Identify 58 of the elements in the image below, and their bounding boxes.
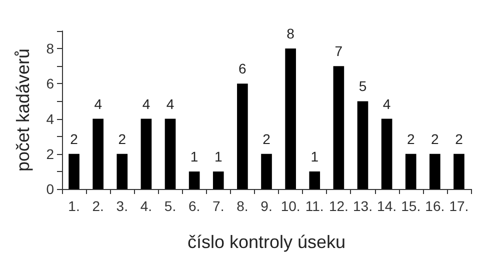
bar (285, 48, 296, 189)
data-label: 2 (406, 130, 415, 147)
x-tick-label: 13. (353, 198, 372, 214)
bar (116, 154, 128, 189)
x-tick-label: 3. (116, 198, 128, 214)
y-tick-label: 4 (46, 110, 54, 127)
data-label: 4 (142, 96, 150, 112)
bar (405, 154, 416, 189)
data-label: 2 (431, 130, 440, 147)
x-tick-label: 11. (305, 198, 324, 214)
data-label: 4 (166, 96, 174, 112)
x-tick-label: 10. (280, 198, 300, 214)
x-tick-label: 7. (212, 198, 224, 214)
data-label: 7 (334, 43, 343, 60)
data-label: 1 (214, 148, 222, 164)
bar (333, 66, 344, 189)
data-label: 4 (382, 96, 391, 112)
x-tick-label: 8. (236, 198, 248, 214)
x-tick-label: 1. (68, 198, 80, 214)
y-tick-label: 8 (46, 40, 54, 57)
bar (140, 118, 152, 189)
data-label: 1 (190, 148, 198, 164)
data-label: 2 (262, 130, 271, 147)
x-tick-label: 12. (328, 198, 348, 214)
data-label: 2 (70, 130, 78, 147)
data-label: 6 (238, 60, 247, 77)
x-tick-label: 15. (401, 198, 421, 214)
x-tick-label: 9. (260, 198, 272, 214)
bar (454, 154, 464, 189)
data-label: 8 (286, 26, 295, 42)
x-tick-label: 14. (377, 198, 397, 214)
bar (430, 154, 440, 189)
data-label: 4 (94, 96, 102, 112)
data-label: 2 (455, 130, 464, 147)
bar (261, 154, 272, 189)
data-label: 5 (358, 78, 367, 94)
data-label: 2 (118, 130, 126, 147)
bar (212, 171, 224, 189)
bar (237, 84, 248, 189)
bar (309, 171, 320, 189)
bar (357, 101, 368, 189)
bar (164, 118, 176, 189)
data-label: 1 (310, 148, 319, 164)
x-axis-title: číslo kontroly úseku (187, 232, 346, 252)
bar (68, 154, 80, 189)
y-tick-label: 6 (46, 76, 54, 92)
y-tick-label: 0 (46, 181, 54, 197)
x-tick-label: 6. (188, 198, 200, 214)
x-tick-label: 4. (140, 198, 152, 214)
y-tick-label: 2 (46, 146, 54, 162)
x-tick-label: 2. (92, 198, 104, 214)
bar (188, 171, 200, 189)
bar (92, 118, 104, 189)
x-tick-label: 5. (164, 198, 176, 214)
x-tick-label: 16. (425, 198, 445, 214)
y-axis-title: počet kadáverů (13, 48, 33, 172)
x-tick-label: 17. (449, 198, 469, 214)
bar (381, 118, 392, 189)
